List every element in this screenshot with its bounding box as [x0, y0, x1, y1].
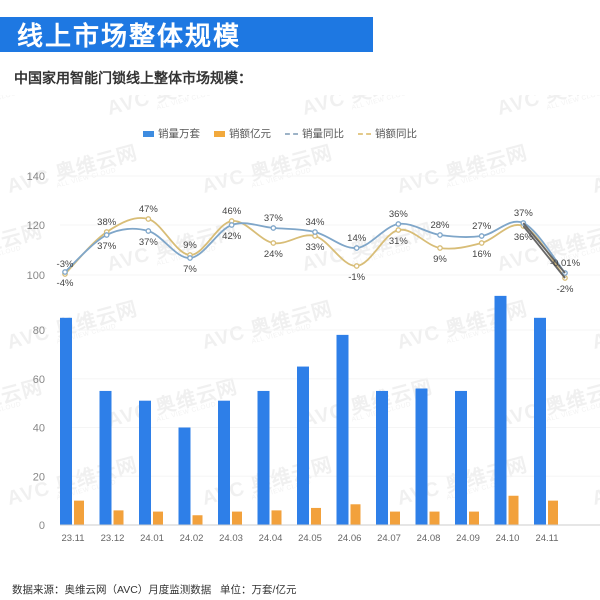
svg-text:31%: 31% [389, 236, 409, 247]
svg-text:-0.01%: -0.01% [550, 258, 581, 269]
svg-text:23.11: 23.11 [61, 533, 84, 544]
svg-text:37%: 37% [139, 237, 159, 248]
svg-text:46%: 46% [222, 206, 242, 217]
svg-text:40: 40 [33, 423, 45, 435]
svg-text:24.04: 24.04 [259, 533, 283, 544]
svg-text:24.03: 24.03 [219, 533, 243, 544]
svg-text:24.05: 24.05 [298, 533, 322, 544]
svg-text:100: 100 [27, 270, 45, 282]
svg-text:120: 120 [27, 220, 45, 232]
svg-text:37%: 37% [514, 208, 534, 219]
svg-text:36%: 36% [514, 232, 534, 243]
svg-text:34%: 34% [305, 217, 325, 228]
svg-text:24.06: 24.06 [338, 533, 362, 544]
svg-text:23.12: 23.12 [101, 533, 125, 544]
svg-text:60: 60 [33, 374, 45, 386]
svg-text:9%: 9% [433, 254, 447, 265]
svg-text:80: 80 [33, 325, 45, 337]
svg-text:16%: 16% [472, 249, 492, 260]
svg-text:24.11: 24.11 [535, 533, 558, 544]
svg-text:24.02: 24.02 [180, 533, 204, 544]
svg-text:27%: 27% [472, 221, 492, 232]
svg-text:140: 140 [27, 171, 45, 183]
svg-text:7%: 7% [183, 264, 197, 275]
svg-text:24.09: 24.09 [456, 533, 480, 544]
svg-text:37%: 37% [97, 241, 117, 252]
svg-text:9%: 9% [183, 240, 197, 251]
svg-text:47%: 47% [139, 204, 159, 215]
svg-text:28%: 28% [430, 220, 450, 231]
svg-text:42%: 42% [222, 231, 242, 242]
svg-text:37%: 37% [264, 213, 284, 224]
svg-text:-1%: -1% [348, 272, 365, 283]
svg-text:14%: 14% [347, 233, 367, 244]
svg-text:-4%: -4% [57, 278, 74, 289]
svg-text:24%: 24% [264, 249, 284, 260]
svg-text:20: 20 [33, 471, 45, 483]
svg-text:-3%: -3% [57, 259, 74, 270]
svg-text:24.01: 24.01 [140, 533, 164, 544]
svg-text:33%: 33% [305, 242, 325, 253]
svg-text:24.07: 24.07 [377, 533, 401, 544]
svg-text:36%: 36% [389, 209, 409, 220]
svg-text:24.10: 24.10 [496, 533, 520, 544]
svg-text:24.08: 24.08 [417, 533, 441, 544]
svg-text:0: 0 [39, 520, 45, 532]
svg-text:38%: 38% [97, 217, 117, 228]
